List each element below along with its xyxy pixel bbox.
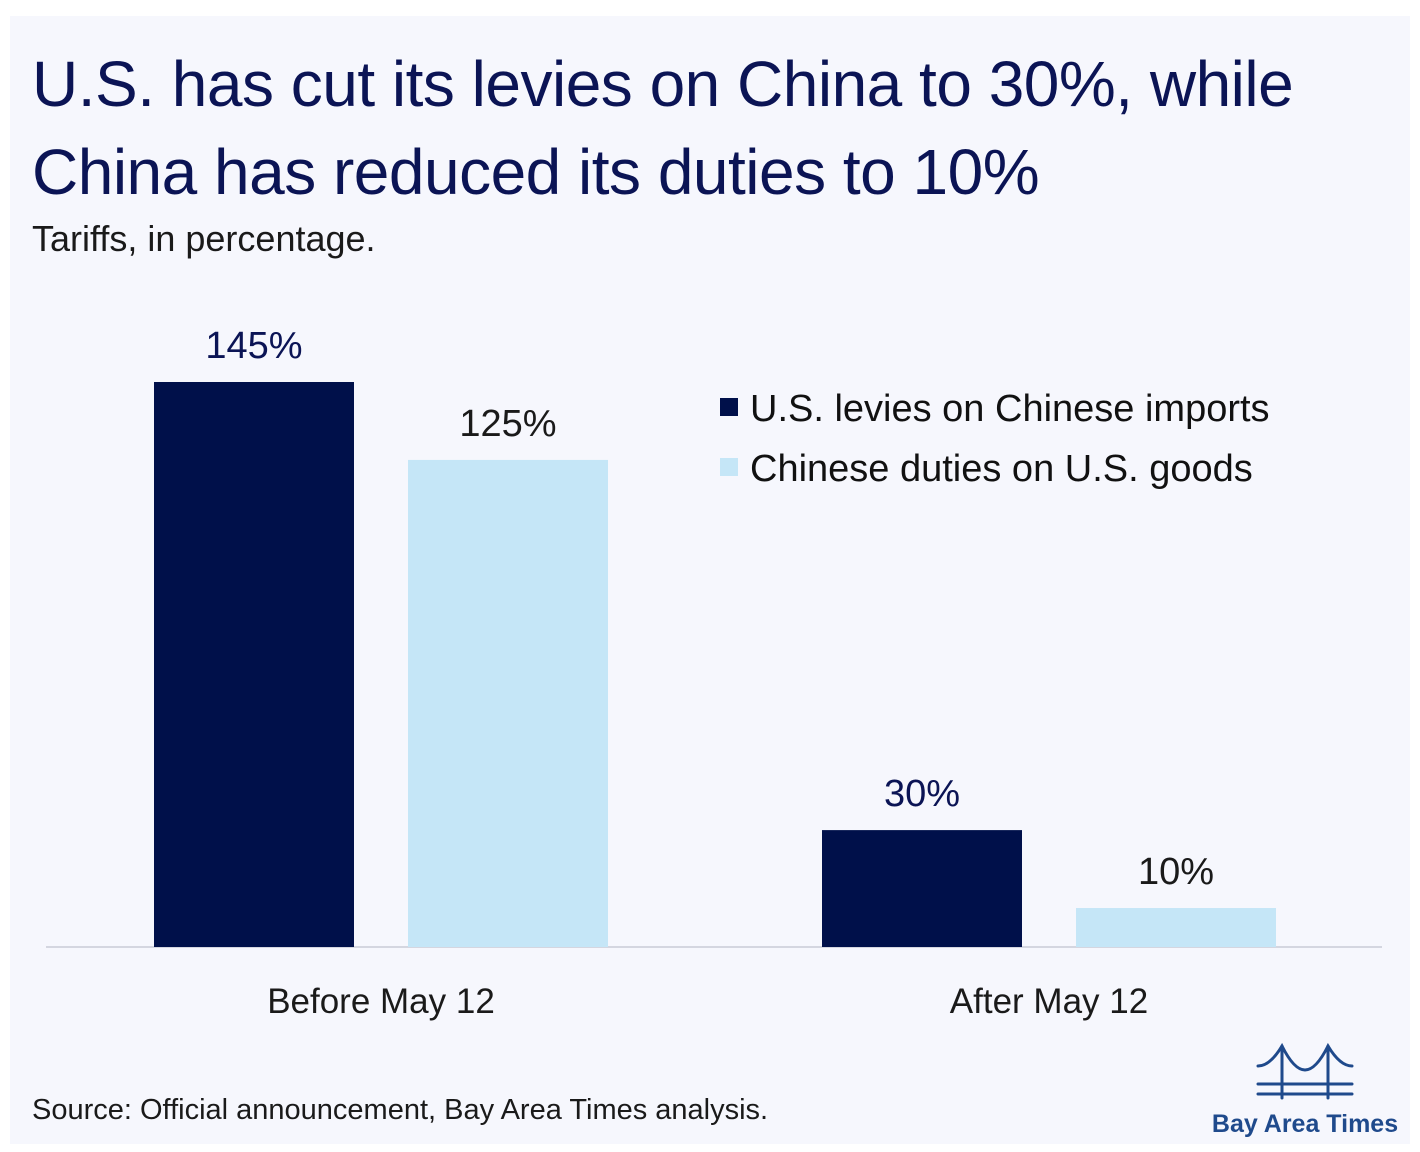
value-label-china-1: 10% — [1138, 851, 1214, 893]
value-label-us-1: 30% — [884, 773, 960, 815]
source-note: Source: Official announcement, Bay Area … — [32, 1094, 769, 1126]
value-label-china-0: 125% — [459, 403, 556, 445]
legend-label-0: U.S. levies on Chinese imports — [750, 388, 1270, 430]
bars-group — [154, 382, 1276, 947]
value-label-us-0: 145% — [205, 325, 302, 367]
legend-label-1: Chinese duties on U.S. goods — [750, 448, 1253, 490]
bar-china-1 — [1076, 908, 1276, 947]
category-labels-group: Before May 12 After May 12 — [267, 982, 1148, 1021]
brand-logo: Bay Area Times — [1200, 1036, 1410, 1146]
bridge-icon — [1256, 1042, 1354, 1100]
legend: U.S. levies on Chinese imports Chinese du… — [720, 388, 1270, 490]
bar-china-0 — [408, 459, 608, 947]
bar-chart: 145% 125% 30% 10% Before May 12 After May 12… — [46, 325, 1382, 1021]
legend-swatch-1 — [720, 458, 738, 476]
legend-swatch-0 — [720, 398, 738, 416]
bar-us-1 — [822, 830, 1022, 947]
chart-title: U.S. has cut its levies on China to 30%,… — [32, 48, 1294, 208]
bar-us-0 — [154, 382, 354, 947]
brand-name: Bay Area Times — [1211, 1110, 1399, 1138]
category-label-0: Before May 12 — [267, 982, 495, 1021]
category-label-1: After May 12 — [950, 982, 1148, 1021]
chart-card: U.S. has cut its levies on China to 30%,… — [10, 16, 1410, 1144]
value-labels-group: 145% 125% 30% 10% — [205, 325, 1214, 893]
chart-subtitle: Tariffs, in percentage. — [32, 218, 376, 259]
